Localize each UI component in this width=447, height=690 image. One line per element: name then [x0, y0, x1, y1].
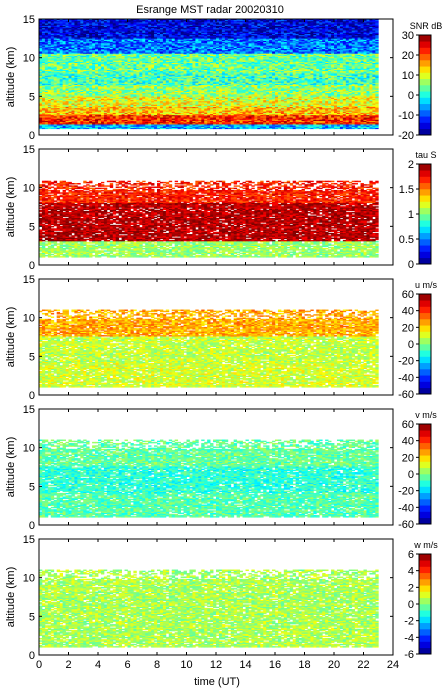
figure-title: Esrange MST radar 20020310: [136, 4, 284, 16]
u-colorbar-tick-label: 60: [402, 289, 414, 301]
v-ytick-label: 5: [29, 481, 35, 493]
xtick-label: 10: [180, 659, 192, 671]
tau-ytick-label: 10: [23, 183, 35, 195]
snr-colorbar-label: SNR dB: [410, 21, 443, 31]
tau-colorbar-tick-label: 1: [408, 209, 414, 221]
snr-colorbar-tick-label: 0: [408, 90, 414, 102]
snr-ytick-label: 5: [29, 91, 35, 103]
xtick-label: 0: [36, 659, 42, 671]
v-colorbar: v m/s60 40 20 0 -20 -40 -60: [398, 410, 437, 531]
xtick-label: 14: [239, 659, 251, 671]
tau-colorbar-label: tau S: [415, 150, 436, 160]
snr-heatmap: [39, 19, 379, 130]
u-colorbar: u m/s60 40 20 0 -20 -40 -60: [398, 280, 437, 401]
w-colorbar-tick-label: -6: [404, 649, 414, 661]
v-colorbar-tick-label: -40: [398, 502, 414, 514]
u-ytick-label: 5: [29, 351, 35, 363]
v-ytick-label: 10: [23, 443, 35, 455]
xtick-label: 12: [210, 659, 222, 671]
u-ytick-label: 10: [23, 313, 35, 325]
xtick-label: 4: [95, 659, 101, 671]
snr-ytick-label: 10: [23, 53, 35, 65]
tau-colorbar-tick-label: 1.5: [399, 184, 414, 196]
xtick-label: 18: [298, 659, 310, 671]
w-ytick-label: 5: [29, 611, 35, 623]
u-colorbar-tick-label: 0: [408, 339, 414, 351]
tau-ylabel: altitude (km): [5, 177, 17, 238]
w-ytick-label: 0: [29, 650, 35, 662]
w-ytick-label: 10: [23, 573, 35, 585]
w-colorbar: w m/s6 4 2 0 -2 -4 -6: [404, 540, 438, 661]
tau-heatmap: [39, 180, 379, 258]
xtick-label: 2: [65, 659, 71, 671]
u-colorbar-tick-label: 40: [402, 306, 414, 318]
xtick-label: 22: [357, 659, 369, 671]
tau-ytick-label: 5: [29, 221, 35, 233]
w-heatmap: [39, 569, 379, 648]
w-colorbar-tick-label: 4: [408, 566, 414, 578]
xtick-label: 16: [269, 659, 281, 671]
v-colorbar-tick-label: 20: [402, 452, 414, 464]
xtick-label: 8: [154, 659, 160, 671]
tau-colorbar: tau S2 1.5 1 0.5 0: [399, 150, 437, 271]
w-ylabel: altitude (km): [5, 567, 17, 628]
v-colorbar-label: v m/s: [415, 410, 437, 420]
v-colorbar-tick-label: -60: [398, 519, 414, 531]
v-heatmap: [39, 439, 379, 518]
tau-colorbar-tick-label: 0: [408, 259, 414, 271]
u-colorbar-tick-label: -60: [398, 389, 414, 401]
snr-colorbar-tick-label: 20: [402, 50, 414, 62]
panel-u: 0 5 10 15 altitude (km) u m/s60 40 20 0 -20 -40 -60: [5, 274, 437, 402]
snr-colorbar-tick-label: 10: [402, 70, 414, 82]
tau-colorbar-tick-label: 0.5: [399, 234, 414, 246]
snr-ylabel: altitude (km): [5, 47, 17, 108]
tau-colorbar-tick-label: 2: [408, 159, 414, 171]
xtick-label: 24: [387, 659, 399, 671]
v-colorbar-tick-label: -20: [398, 486, 414, 498]
snr-colorbar-tick-label: -10: [398, 110, 414, 122]
v-ytick-label: 15: [23, 404, 35, 416]
v-ytick-label: 0: [29, 520, 35, 532]
u-colorbar-tick-label: -40: [398, 372, 414, 384]
v-ylabel: altitude (km): [5, 437, 17, 498]
u-ytick-label: 0: [29, 390, 35, 402]
w-colorbar-tick-label: 2: [408, 582, 414, 594]
u-colorbar-tick-label: -20: [398, 356, 414, 368]
u-ylabel: altitude (km): [5, 307, 17, 368]
tau-ytick-label: 0: [29, 260, 35, 272]
v-colorbar-tick-label: 40: [402, 436, 414, 448]
snr-colorbar-tick-label: 30: [402, 30, 414, 42]
xtick-label: 6: [124, 659, 130, 671]
snr-ytick-label: 0: [29, 130, 35, 142]
u-colorbar-label: u m/s: [415, 280, 438, 290]
w-ytick-label: 15: [23, 534, 35, 546]
w-colorbar-tick-label: 6: [408, 549, 414, 561]
w-colorbar-tick-label: 0: [408, 599, 414, 611]
panel-tau: 0 5 10 15 altitude (km) tau S2 1.5 1 0.5 0: [5, 144, 437, 272]
v-colorbar-tick-label: 60: [402, 419, 414, 431]
w-colorbar-tick-label: -4: [404, 632, 414, 644]
snr-ytick-label: 15: [23, 14, 35, 26]
u-ytick-label: 15: [23, 274, 35, 286]
panel-v: 0 5 10 15 altitude (km) v m/s60 40 20 0 -20 -40 -60: [5, 404, 437, 532]
v-colorbar-tick-label: 0: [408, 469, 414, 481]
snr-colorbar-tick-label: -20: [398, 130, 414, 142]
u-heatmap: [39, 309, 379, 388]
u-colorbar-tick-label: 20: [402, 322, 414, 334]
tau-ytick-label: 15: [23, 144, 35, 156]
x-axis-label: time (UT): [194, 676, 240, 688]
w-colorbar-tick-label: -2: [404, 616, 414, 628]
xtick-label: 20: [328, 659, 340, 671]
w-colorbar-label: w m/s: [413, 540, 438, 550]
